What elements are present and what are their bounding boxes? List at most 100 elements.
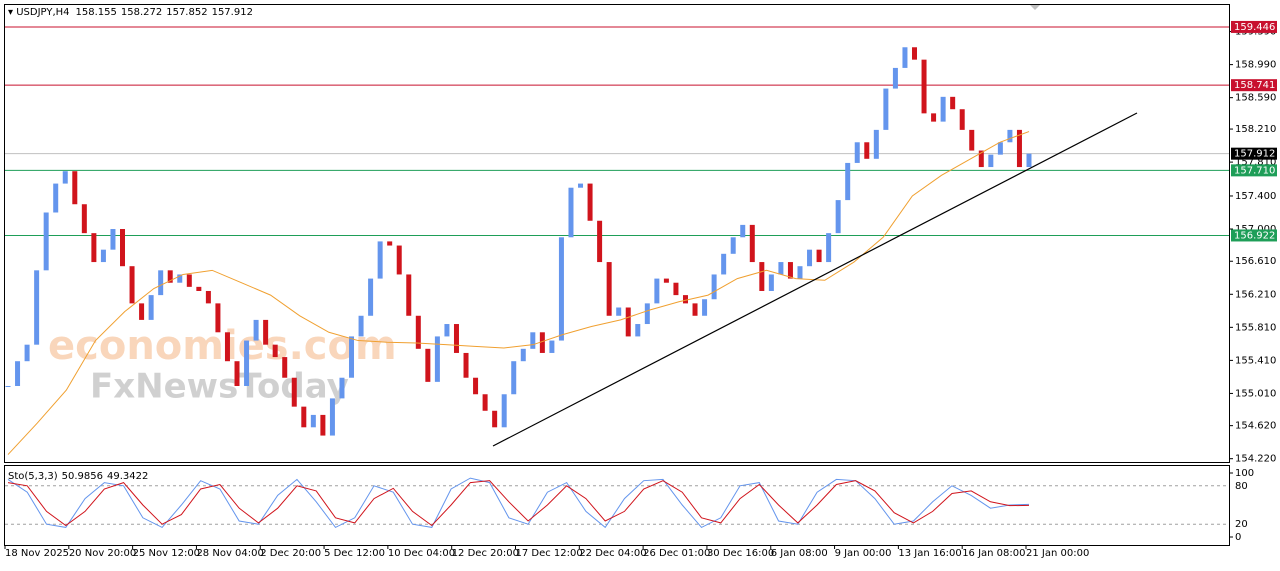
x-tick-label: 28 Nov 04:00 <box>196 548 263 559</box>
candle-body <box>81 204 87 234</box>
chart-header: ▾ USDJPY,H4 158.155 158.272 157.852 157.912 <box>8 7 253 18</box>
candle-body <box>539 332 545 353</box>
candle-body <box>473 377 479 395</box>
candle-body <box>177 274 183 283</box>
candle-body <box>349 336 355 378</box>
candle-body <box>950 96 956 110</box>
candle-body <box>578 183 584 188</box>
candle-body <box>854 142 860 163</box>
x-tick-label: 18 Nov 2025 <box>5 548 69 559</box>
candle-body <box>120 229 126 267</box>
candle-body <box>110 229 116 250</box>
y-tick-label: 155.810 <box>1235 322 1276 333</box>
candle-body <box>549 340 555 353</box>
candle-body <box>702 299 708 316</box>
y-tick-label: 158.210 <box>1235 124 1276 135</box>
candle-body <box>158 270 164 296</box>
shift-marker <box>1030 5 1040 10</box>
candle-body <box>721 253 727 275</box>
menu-arrow: ▾ <box>8 7 16 18</box>
candle-body <box>310 414 316 428</box>
candle-body <box>845 162 851 201</box>
high: 158.272 <box>121 7 162 18</box>
candle-body <box>24 344 30 362</box>
candle-body <box>997 142 1003 155</box>
candle-body <box>797 266 803 279</box>
candle-body <box>406 274 412 316</box>
candle-body <box>196 286 202 291</box>
price-tag-label: 157.710 <box>1234 165 1275 176</box>
y-tick-label: 157.400 <box>1235 191 1276 202</box>
candle-body <box>492 410 498 428</box>
candle-body <box>482 394 488 411</box>
candle-body <box>320 414 326 436</box>
candle-body <box>606 262 612 316</box>
x-tick-label: 2 Dec 20:00 <box>260 548 321 559</box>
x-tick-label: 6 Jan 08:00 <box>771 548 828 559</box>
candle-body <box>711 274 717 300</box>
low: 157.852 <box>166 7 207 18</box>
candle-body <box>692 303 698 316</box>
candle-body <box>520 348 526 362</box>
candle-body <box>1007 129 1013 143</box>
candle-body <box>1016 129 1022 168</box>
candle-body <box>568 187 574 238</box>
y-tick-label: 158.990 <box>1235 60 1276 71</box>
candle-body <box>558 237 564 341</box>
price-tag <box>1231 147 1277 160</box>
stoch-tick-label: 0 <box>1235 532 1241 543</box>
x-tick-label: 12 Dec 20:00 <box>452 548 519 559</box>
x-tick-label: 5 Dec 12:00 <box>324 548 385 559</box>
x-tick-label: 20 Nov 20:00 <box>69 548 136 559</box>
candle-body <box>616 307 622 316</box>
price-tag-label: 156.922 <box>1234 230 1275 241</box>
candle-body <box>778 262 784 275</box>
candle-body <box>873 129 879 159</box>
price-tag <box>1231 20 1277 33</box>
price-tag-label: 159.446 <box>1234 22 1275 33</box>
y-tick-label: 154.220 <box>1235 454 1276 465</box>
candle-body <box>425 348 431 382</box>
candle-body <box>816 249 822 263</box>
candle-body <box>434 336 440 382</box>
candle-body <box>530 332 536 349</box>
candle-body <box>730 237 736 254</box>
price-tag <box>1231 164 1277 177</box>
candle-body <box>511 361 517 395</box>
candle-body <box>807 249 813 267</box>
candle-body <box>969 129 975 151</box>
candle-body <box>740 224 746 238</box>
moving-average <box>7 131 1030 455</box>
candle-body <box>768 274 774 291</box>
candle-body <box>759 262 765 291</box>
close: 157.912 <box>212 7 253 18</box>
y-tick-label: 157.810 <box>1235 157 1276 168</box>
candle-body <box>959 109 965 130</box>
y-tick-label: 154.620 <box>1235 421 1276 432</box>
candle-body <box>139 303 145 320</box>
candle-body <box>587 183 593 221</box>
x-tick-label: 30 Dec 16:00 <box>707 548 774 559</box>
candle-body <box>387 241 393 246</box>
candle-body <box>835 200 841 234</box>
candle-body <box>291 377 297 407</box>
candle-body <box>34 270 40 345</box>
candle-body <box>597 220 603 263</box>
candle-body <box>415 315 421 349</box>
candle-body <box>253 319 259 341</box>
candle-body <box>167 270 173 283</box>
x-tick-label: 22 Dec 04:00 <box>579 548 646 559</box>
candle-body <box>892 67 898 89</box>
candle-body <box>931 113 937 122</box>
price-tag-label: 157.912 <box>1234 149 1275 160</box>
candle-body <box>186 274 192 287</box>
price-tag <box>1231 229 1277 242</box>
candle-body <box>329 398 335 436</box>
stoch-tick-label: 20 <box>1235 519 1248 530</box>
candle-body <box>1026 153 1032 168</box>
y-tick-label: 158.590 <box>1235 93 1276 104</box>
indicator-main: 50.9856 <box>62 471 103 482</box>
open: 158.155 <box>76 7 117 18</box>
candle-body <box>215 303 221 333</box>
